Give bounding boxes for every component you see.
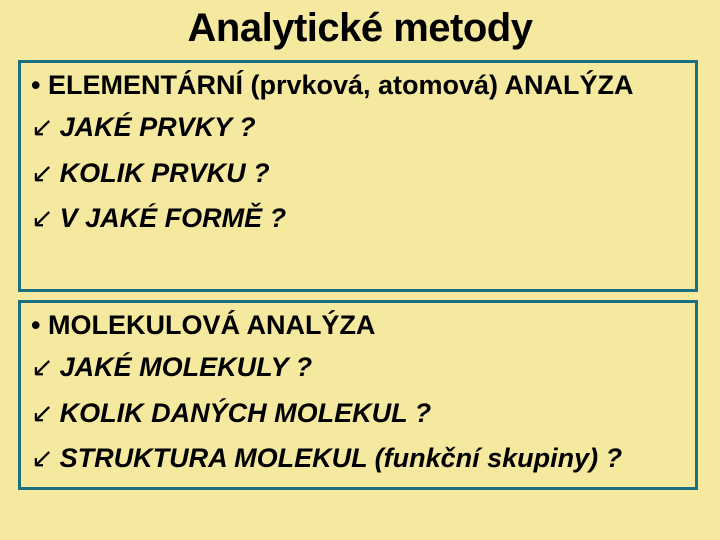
item-text: JAKÉ PRVKY ? [60,107,256,149]
item-text: STRUKTURA MOLEKUL (funkční skupiny) ? [60,438,623,480]
arrow-down-left-icon: ↙ [31,153,54,195]
arrow-down-left-icon: ↙ [31,393,54,435]
section-2-item: ↙ KOLIK DANÝCH MOLEKUL ? [31,393,685,435]
section-1-item: ↙ JAKÉ PRVKY ? [31,107,685,149]
section-2-item: ↙ JAKÉ MOLEKULY ? [31,347,685,389]
item-text: V JAKÉ FORMĚ ? [60,198,287,240]
slide: Analytické metody • ELEMENTÁRNÍ (prvková… [0,0,720,540]
item-text: KOLIK PRVKU ? [60,153,270,195]
section-2-heading: • MOLEKULOVÁ ANALÝZA [31,309,685,343]
item-text: KOLIK DANÝCH MOLEKUL ? [60,393,432,435]
arrow-down-left-icon: ↙ [31,107,54,149]
section-1-item: ↙ V JAKÉ FORMĚ ? [31,198,685,240]
section-1-heading: • ELEMENTÁRNÍ (prvková, atomová) ANALÝZA [31,69,685,103]
arrow-down-left-icon: ↙ [31,438,54,480]
arrow-down-left-icon: ↙ [31,347,54,389]
section-box-2: • MOLEKULOVÁ ANALÝZA ↙ JAKÉ MOLEKULY ? ↙… [18,300,698,490]
section-2-item: ↙ STRUKTURA MOLEKUL (funkční skupiny) ? [31,438,685,480]
arrow-down-left-icon: ↙ [31,198,54,240]
slide-title: Analytické metody [0,6,720,51]
item-text: JAKÉ MOLEKULY ? [60,347,313,389]
section-1-item: ↙ KOLIK PRVKU ? [31,153,685,195]
section-box-1: • ELEMENTÁRNÍ (prvková, atomová) ANALÝZA… [18,60,698,292]
